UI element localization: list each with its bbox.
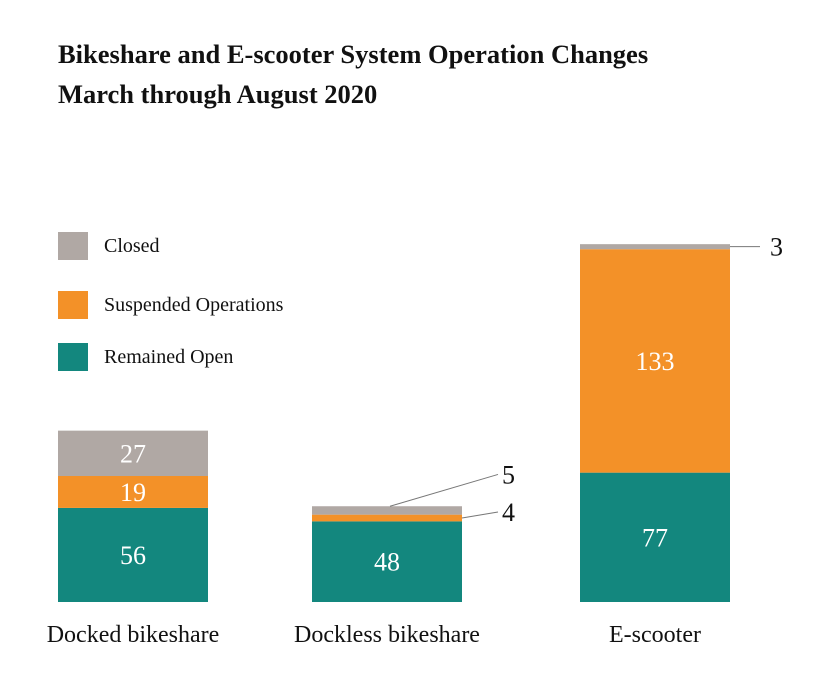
bar-segment — [58, 430, 208, 476]
legend-label: Suspended Operations — [104, 294, 284, 316]
bar-segment — [58, 476, 208, 508]
data-label: 5 — [502, 460, 515, 489]
data-label: 56 — [120, 541, 146, 570]
callout-line — [461, 511, 499, 519]
bar-segment — [312, 506, 462, 515]
data-label: 77 — [642, 523, 668, 552]
legend-swatch — [58, 291, 88, 319]
data-label: 3 — [770, 233, 783, 262]
bar-segment — [312, 514, 462, 522]
data-label: 48 — [374, 548, 400, 577]
bar-segment — [580, 244, 730, 250]
category-label: Dockless bikeshare — [294, 622, 480, 648]
legend-label: Closed — [104, 235, 160, 257]
bar-segment — [312, 521, 462, 602]
data-label: 4 — [502, 498, 515, 527]
category-label: E-scooter — [609, 622, 701, 648]
chart-title: Bikeshare and E-scooter System Operation… — [58, 34, 648, 114]
data-label: 19 — [120, 478, 146, 507]
chart-title-line-2: March through August 2020 — [58, 79, 378, 109]
data-label: 27 — [120, 439, 146, 468]
chart-title-line-1: Bikeshare and E-scooter System Operation… — [58, 39, 649, 69]
legend-swatch — [58, 232, 88, 260]
bar-segment — [580, 472, 730, 602]
legend-label: Remained Open — [104, 346, 233, 368]
category-label: Docked bikeshare — [47, 622, 220, 648]
bar-segment — [58, 507, 208, 602]
data-label: 133 — [636, 347, 675, 376]
bar-segment — [580, 249, 730, 473]
callout-line — [389, 473, 499, 507]
legend-swatch — [58, 343, 88, 371]
